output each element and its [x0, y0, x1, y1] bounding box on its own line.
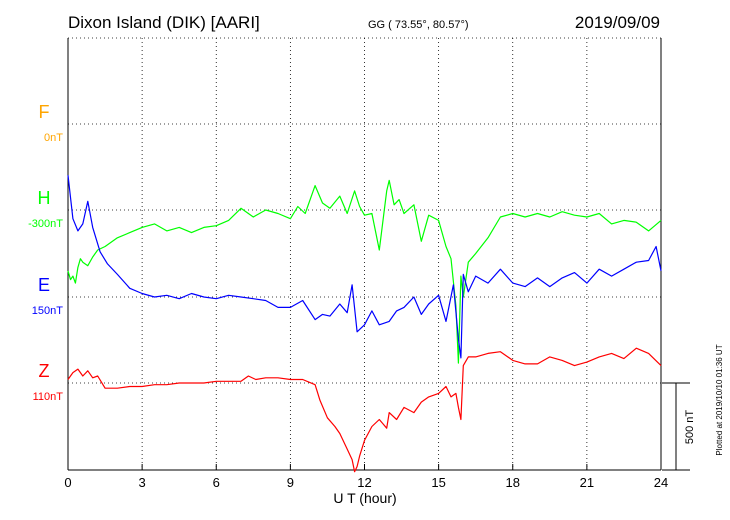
station-coordinates: GG ( 73.55°, 80.57°)	[368, 19, 469, 31]
component-baseline-e: 150nT	[32, 305, 63, 317]
series-line-h	[67, 179, 662, 364]
grid	[67, 37, 662, 470]
scale-bar: 500 nT	[662, 382, 696, 471]
component-baseline-h: -300nT	[28, 218, 63, 230]
series-lines	[67, 175, 662, 473]
component-labels: F 0nT H -300nT E 150nT Z 110nT	[28, 102, 63, 403]
x-tick-label: 3	[139, 475, 146, 490]
x-tick-label: 18	[506, 475, 520, 490]
station-title: Dixon Island (DIK) [AARI]	[68, 13, 260, 32]
x-tick-label: 21	[580, 475, 594, 490]
x-tick-label: 9	[287, 475, 294, 490]
component-name-z: Z	[39, 361, 50, 381]
x-tick-label: 24	[654, 475, 668, 490]
component-baseline-z: 110nT	[33, 391, 64, 403]
component-baseline-f: 0nT	[44, 132, 63, 144]
series-line-e	[67, 175, 662, 359]
component-name-f: F	[39, 102, 50, 122]
x-axis-label: U T (hour)	[333, 490, 396, 506]
component-name-e: E	[38, 275, 50, 295]
plotted-timestamp: Plotted at 2019/10/10 01:36 UT	[715, 344, 724, 455]
x-axis-ticks: 0 3 6 9 12 15 18 21 24	[64, 464, 668, 490]
x-tick-label: 0	[64, 475, 71, 490]
scale-bar-label: 500 nT	[684, 410, 696, 445]
series-line-z	[67, 347, 662, 473]
chart-date: 2019/09/09	[575, 13, 660, 32]
component-name-h: H	[38, 188, 51, 208]
x-tick-label: 15	[431, 475, 445, 490]
x-tick-label: 12	[357, 475, 371, 490]
x-tick-label: 6	[213, 475, 220, 490]
